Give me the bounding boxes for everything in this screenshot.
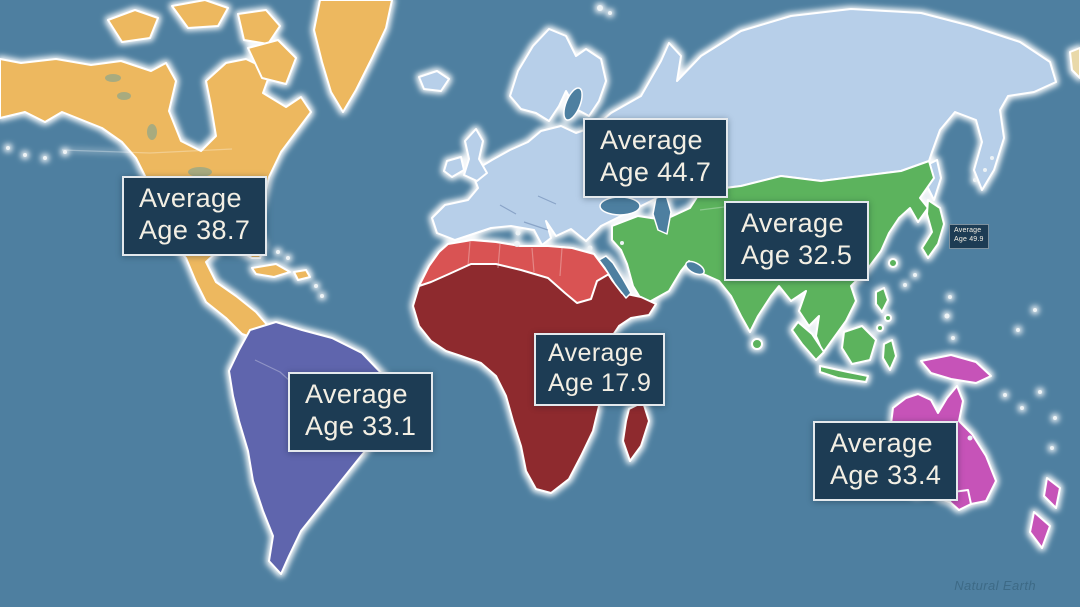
- iceland-shape: [418, 70, 450, 92]
- age-label-japan: Average Age 49.9: [949, 224, 989, 249]
- new-guinea-shape: [920, 354, 992, 384]
- island-dot: [1033, 308, 1037, 312]
- age-label-line: Age 38.7: [139, 215, 251, 246]
- alaska-wrap-shape: [1069, 47, 1080, 79]
- java-shape: [819, 365, 869, 383]
- age-label-south-america: Average Age 33.1: [288, 372, 434, 452]
- taiwan-shape: [888, 258, 898, 268]
- philippines-island-dot: [884, 314, 892, 322]
- island-dot: [1050, 446, 1054, 450]
- island-dot: [23, 153, 27, 157]
- age-label-line: Average: [954, 227, 982, 234]
- island-dot: [967, 435, 973, 441]
- border-line: [523, 221, 549, 231]
- age-label-line: Age 17.9: [548, 369, 652, 397]
- island-dot: [903, 283, 907, 287]
- age-label-line: Age 49.9: [954, 235, 984, 243]
- arctic-island-shape: [237, 9, 281, 45]
- island-dot: [515, 230, 521, 236]
- persian-gulf-shape: [685, 260, 705, 276]
- new-zealand-north-shape: [1043, 477, 1061, 509]
- inland-seas-group: [563, 87, 705, 299]
- great-lakes-shape: [188, 167, 212, 177]
- island-dot: [1053, 416, 1057, 420]
- border-line: [61, 148, 233, 154]
- island-dot: [587, 245, 593, 251]
- sri-lanka-shape: [751, 338, 763, 350]
- new-zealand-south-shape: [1029, 511, 1051, 549]
- island-dot: [314, 284, 318, 288]
- baltic-sea-shape: [563, 87, 583, 121]
- age-label-line: Age 33.4: [830, 460, 942, 491]
- arctic-island-shape: [171, 0, 229, 29]
- island-dot: [944, 313, 950, 319]
- arctic-island-shape: [107, 9, 159, 43]
- island-dot: [951, 336, 955, 340]
- age-label-line: Age 32.5: [741, 240, 853, 271]
- age-label-north-america: Average Age 38.7: [122, 176, 268, 256]
- philippines-shape: [875, 287, 889, 313]
- island-dot: [1038, 390, 1042, 394]
- age-label-line: Average: [139, 183, 242, 213]
- cuba-shape: [251, 263, 291, 278]
- border-line: [559, 247, 563, 277]
- hispaniola-shape: [293, 269, 311, 281]
- border-line: [499, 204, 517, 215]
- lake-shape: [105, 74, 121, 82]
- sulawesi-shape: [882, 339, 897, 371]
- island-dot: [320, 294, 324, 298]
- age-label-line: Average: [548, 339, 644, 367]
- britain-shape: [463, 128, 488, 182]
- age-label-asia: Average Age 32.5: [724, 201, 870, 281]
- black-sea-shape: [599, 196, 641, 216]
- small-islands-group: [6, 5, 1057, 450]
- island-dot: [597, 5, 603, 11]
- island-dot: [990, 156, 994, 160]
- age-label-line: Age 44.7: [600, 157, 712, 188]
- japan-shape: [921, 199, 945, 259]
- baffin-island-shape: [247, 39, 297, 85]
- borneo-shape: [841, 325, 877, 365]
- attribution-text: Natural Earth: [954, 578, 1036, 593]
- island-dot: [948, 295, 952, 299]
- border-line: [497, 243, 501, 269]
- island-dot: [63, 150, 67, 154]
- age-label-europe: Average Age 44.7: [583, 118, 729, 198]
- island-dot: [608, 11, 612, 15]
- island-dot: [514, 241, 520, 247]
- age-label-line: Average: [600, 125, 703, 155]
- island-dot: [276, 250, 280, 254]
- island-dot: [1003, 393, 1007, 397]
- island-dot: [973, 178, 977, 182]
- island-dot: [620, 241, 624, 245]
- sumatra-shape: [791, 321, 825, 361]
- island-dot: [43, 156, 47, 160]
- age-label-africa: Average Age 17.9: [534, 333, 666, 406]
- island-dot: [983, 168, 987, 172]
- island-dot: [1020, 406, 1024, 410]
- island-dot: [913, 273, 917, 277]
- border-line: [467, 241, 471, 267]
- age-label-line: Average: [830, 428, 933, 458]
- age-label-oceania: Average Age 33.4: [813, 421, 959, 501]
- lake-shape: [147, 124, 157, 140]
- ireland-shape: [443, 156, 465, 178]
- red-sea-shape: [598, 255, 632, 299]
- philippines-island-dot: [876, 324, 884, 332]
- age-label-line: Average: [305, 379, 408, 409]
- age-label-line: Average: [741, 208, 844, 238]
- greenland-shape: [313, 0, 393, 113]
- island-dot: [6, 146, 10, 150]
- lake-shape: [117, 92, 131, 100]
- age-label-line: Age 33.1: [305, 411, 417, 442]
- border-line: [537, 195, 557, 205]
- border-line: [531, 247, 535, 273]
- island-dot: [286, 256, 290, 260]
- island-dot: [1016, 328, 1020, 332]
